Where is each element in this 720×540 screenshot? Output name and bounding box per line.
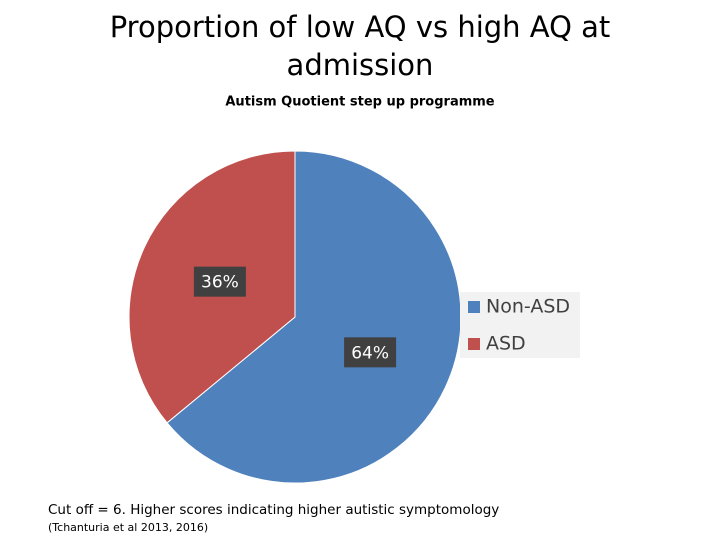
data-label-box [193,266,246,297]
legend-label: ASD [486,333,526,355]
footnote: Cut off = 6. Higher scores indicating hi… [48,502,499,518]
legend-swatch [468,338,480,350]
chart-subtitle: Autism Quotient step up programme [225,95,494,110]
legend-label: Non-ASD [486,296,570,318]
chart-title: Proportion of low AQ vs high AQ at admis… [109,10,611,82]
legend: Non-ASD ASD [468,296,570,355]
legend-swatch [468,301,480,313]
pie: 64% 36% [128,150,462,484]
data-label-box [344,337,397,368]
data-label: 36% [201,273,239,293]
data-label: 64% [351,343,389,363]
citation: (Tchanturia et al 2013, 2016) [48,521,208,534]
pie-slice [166,150,462,484]
